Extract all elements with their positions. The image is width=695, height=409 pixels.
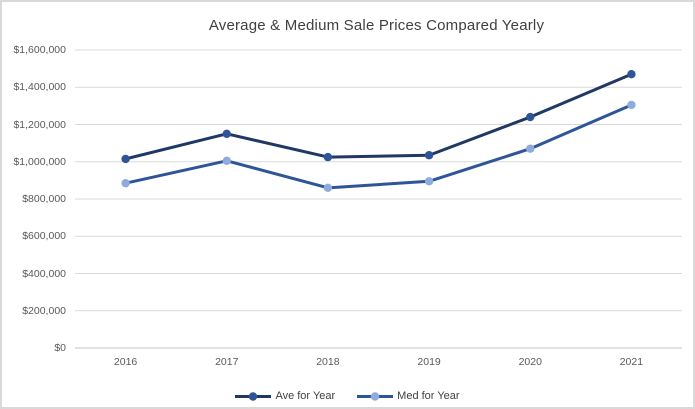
x-axis-tick-label: 2018 (316, 356, 340, 368)
legend-item-med-for-year: Med for Year (357, 390, 460, 402)
legend-label: Med for Year (397, 390, 460, 402)
legend-marker-icon (235, 391, 272, 401)
chart-legend: Ave for Year Med for Year (2, 390, 693, 402)
data-point-marker-med-for-year (323, 183, 333, 193)
legend-item-ave-for-year: Ave for Year (235, 390, 335, 402)
x-axis-tick-label: 2019 (417, 356, 441, 368)
data-point-marker-ave-for-year (526, 112, 535, 122)
data-point-marker-ave-for-year (323, 152, 333, 162)
data-point-marker-ave-for-year (222, 129, 231, 139)
y-axis-tick-label: $1,600,000 (13, 44, 66, 56)
y-axis-tick-label: $1,400,000 (13, 81, 66, 94)
data-point-marker-med-for-year (222, 156, 231, 166)
x-axis-tick-label: 2021 (619, 356, 644, 368)
data-point-marker-med-for-year (627, 100, 636, 110)
y-axis-tick-label: $1,000,000 (13, 155, 66, 168)
x-axis-tick-label: 2016 (113, 356, 138, 368)
x-axis-tick-label: 2020 (518, 356, 542, 368)
data-point-marker-ave-for-year (121, 154, 130, 164)
series-line-ave-for-year (124, 72, 633, 161)
data-point-marker-med-for-year (526, 144, 535, 153)
chart-title: Average & Medium Sale Prices Compared Ye… (208, 17, 545, 34)
legend-marker-icon (357, 391, 394, 401)
data-point-marker-med-for-year (121, 178, 130, 188)
y-axis-tick-label: $400,000 (22, 267, 66, 280)
legend-label: Ave for Year (275, 390, 336, 402)
y-axis-tick-label: $200,000 (22, 304, 66, 317)
y-axis-tick-label: $800,000 (22, 193, 66, 205)
data-point-marker-ave-for-year (627, 70, 636, 79)
series-line-med-for-year (124, 103, 633, 190)
data-point-marker-med-for-year (424, 177, 434, 186)
data-point-marker-ave-for-year (424, 151, 434, 160)
y-axis-tick-label: $1,200,000 (13, 118, 66, 131)
y-axis-tick-label: $0 (54, 342, 66, 354)
y-axis-tick-label: $600,000 (22, 230, 66, 243)
x-axis-tick-label: 2017 (215, 356, 239, 368)
